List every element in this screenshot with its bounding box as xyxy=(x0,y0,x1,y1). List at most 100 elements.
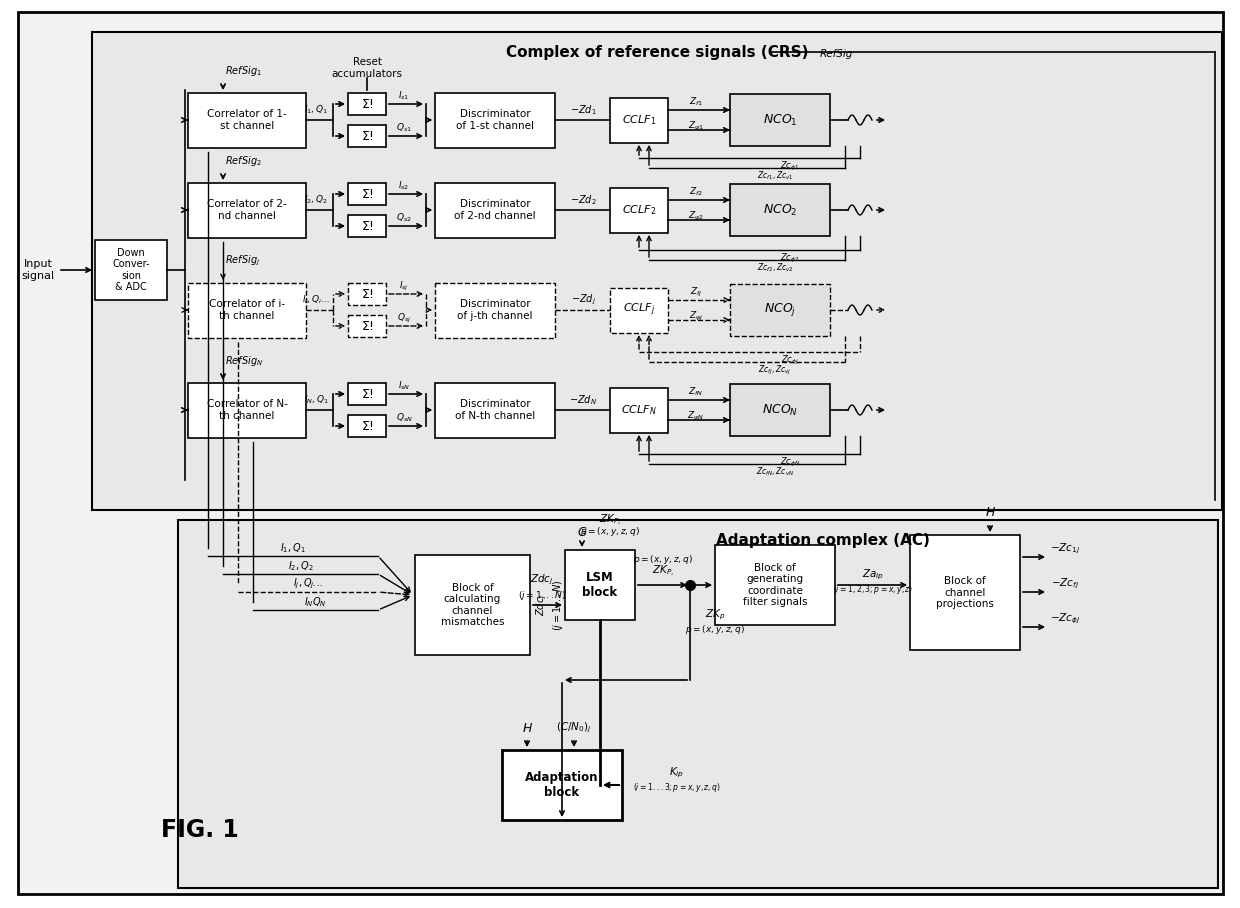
Text: Input
signal: Input signal xyxy=(21,259,55,281)
Text: $I_2,Q_2$: $I_2,Q_2$ xyxy=(288,559,314,573)
Text: $(i=1,2,3;p=x,y,z)$: $(i=1,2,3;p=x,y,z)$ xyxy=(833,583,913,596)
Text: Discriminator
of 2-nd channel: Discriminator of 2-nd channel xyxy=(454,199,536,221)
Text: $RefSig_N$: $RefSig_N$ xyxy=(224,354,263,368)
Text: $Q_{sj}$: $Q_{sj}$ xyxy=(397,311,412,324)
Bar xyxy=(415,555,529,655)
Text: FIG. 1: FIG. 1 xyxy=(161,818,239,842)
Text: $\Sigma$!: $\Sigma$! xyxy=(361,388,373,400)
Text: $-Zc_{1j}$: $-Zc_{1j}$ xyxy=(1050,542,1080,557)
Text: Block of
generating
coordinate
filter signals: Block of generating coordinate filter si… xyxy=(743,563,807,607)
Bar xyxy=(910,535,1021,650)
Text: $Zdc_j$: $Zdc_j$ xyxy=(531,573,554,587)
Text: $Z_{f2}$: $Z_{f2}$ xyxy=(689,186,703,198)
Text: $NCO_N$: $NCO_N$ xyxy=(761,402,799,418)
Text: $Q_{sN}$: $Q_{sN}$ xyxy=(396,411,413,424)
Text: $-Zc_{\phi j}$: $-Zc_{\phi j}$ xyxy=(1050,612,1080,627)
Text: $I_1,Q_1$: $I_1,Q_1$ xyxy=(280,541,306,555)
Text: $Zdc_j$
$(j=1...N)$: $Zdc_j$ $(j=1...N)$ xyxy=(534,579,565,631)
Text: $RefSig_1$: $RefSig_1$ xyxy=(224,64,262,78)
Text: $I_{s1}$: $I_{s1}$ xyxy=(398,90,409,103)
Text: $\Sigma$!: $\Sigma$! xyxy=(361,320,373,332)
Bar xyxy=(730,184,830,236)
Text: Block of
channel
projections: Block of channel projections xyxy=(936,576,994,609)
Text: $\Sigma$!: $\Sigma$! xyxy=(361,288,373,301)
Text: $p=(x,y,z,q)$: $p=(x,y,z,q)$ xyxy=(632,552,693,566)
Text: Down
Conver-
sion
& ADC: Down Conver- sion & ADC xyxy=(113,248,150,292)
Text: $I_NQ_N$: $I_NQ_N$ xyxy=(304,595,327,609)
Text: $CCLF_2$: $CCLF_2$ xyxy=(622,203,656,217)
Text: $RefSig_j$: $RefSig_j$ xyxy=(224,254,260,268)
Text: $I_N,Q_1$: $I_N,Q_1$ xyxy=(304,394,329,406)
Text: Correlator of 1-
st channel: Correlator of 1- st channel xyxy=(207,109,286,131)
Bar xyxy=(610,388,668,433)
Text: $Q_{s1}$: $Q_{s1}$ xyxy=(396,122,412,134)
Text: RefSig: RefSig xyxy=(820,49,853,59)
Text: $Zc_{\phi 1}$: $Zc_{\phi 1}$ xyxy=(780,160,800,173)
Text: $-Zd_1$: $-Zd_1$ xyxy=(569,104,596,117)
Bar xyxy=(188,183,306,238)
Text: $NCO_1$: $NCO_1$ xyxy=(763,113,797,127)
Text: $\Sigma$!: $\Sigma$! xyxy=(361,130,373,143)
Text: $Z_{f1}$: $Z_{f1}$ xyxy=(689,95,703,108)
Bar xyxy=(502,750,622,820)
Text: $p=(x,y,z,q)$: $p=(x,y,z,q)$ xyxy=(580,526,640,538)
Text: $\Sigma$!: $\Sigma$! xyxy=(361,187,373,201)
Text: G: G xyxy=(578,526,587,538)
Text: $(i=1...3;p=x,y,z,q)$: $(i=1...3;p=x,y,z,q)$ xyxy=(632,781,720,794)
Text: $I_{s2}$: $I_{s2}$ xyxy=(398,180,409,192)
Bar xyxy=(179,520,1218,888)
Text: Block of
calculating
channel
mismatches: Block of calculating channel mismatches xyxy=(440,583,505,627)
Text: $I_j,Q_j$...: $I_j,Q_j$... xyxy=(293,577,322,591)
Text: Discriminator
of j-th channel: Discriminator of j-th channel xyxy=(458,300,533,321)
Text: $Zc_{fN},Zc_{vN}$: $Zc_{fN},Zc_{vN}$ xyxy=(756,466,794,479)
Bar xyxy=(730,284,830,336)
Bar xyxy=(348,183,386,205)
Text: $I_i,Q_i$...: $I_i,Q_i$... xyxy=(303,294,330,306)
Bar xyxy=(730,94,830,146)
Text: $Z_{\psi 1}$: $Z_{\psi 1}$ xyxy=(688,120,704,133)
Bar xyxy=(610,98,668,143)
Text: $I_{sN}$: $I_{sN}$ xyxy=(398,380,410,392)
Bar xyxy=(348,383,386,405)
Text: $I_{sj}$: $I_{sj}$ xyxy=(399,280,409,292)
Bar xyxy=(435,93,556,148)
Text: $CCLF_N$: $CCLF_N$ xyxy=(621,403,657,417)
Bar xyxy=(95,240,167,300)
Text: $ZK_p$: $ZK_p$ xyxy=(704,607,725,622)
Text: $p=(x,y,z,q)$: $p=(x,y,z,q)$ xyxy=(684,624,745,637)
Text: $CCLF_j$: $CCLF_j$ xyxy=(622,301,655,318)
Text: Adaptation complex (AC): Adaptation complex (AC) xyxy=(715,532,930,548)
Text: $(C/N_0)_j$: $(C/N_0)_j$ xyxy=(557,721,591,735)
Bar xyxy=(348,315,386,337)
Text: $Z_{fN}$: $Z_{fN}$ xyxy=(688,386,703,399)
Text: $ZK_{P,}$: $ZK_{P,}$ xyxy=(652,564,675,578)
Bar xyxy=(730,384,830,436)
Bar xyxy=(435,283,556,338)
Bar xyxy=(435,383,556,438)
Text: $CCLF_1$: $CCLF_1$ xyxy=(621,114,656,127)
Text: H: H xyxy=(986,507,994,519)
Text: Reset
accumulators: Reset accumulators xyxy=(331,57,403,79)
Text: $Za_{ip}$: $Za_{ip}$ xyxy=(862,568,884,582)
Text: $RefSig_2$: $RefSig_2$ xyxy=(224,154,262,168)
Text: Discriminator
of 1-st channel: Discriminator of 1-st channel xyxy=(456,109,534,131)
Text: $-Zd_j$: $-Zd_j$ xyxy=(570,292,595,307)
Text: Complex of reference signals (CRS): Complex of reference signals (CRS) xyxy=(506,44,808,60)
Text: $\Sigma$!: $\Sigma$! xyxy=(361,220,373,232)
Text: Correlator of N-
th channel: Correlator of N- th channel xyxy=(207,400,288,420)
Text: $\Sigma$!: $\Sigma$! xyxy=(361,419,373,432)
Text: $Z_{\psi j}$: $Z_{\psi j}$ xyxy=(689,310,703,322)
Text: Adaptation
block: Adaptation block xyxy=(526,771,599,799)
Bar xyxy=(348,125,386,147)
Bar xyxy=(610,188,668,233)
Text: $K_{ip}$: $K_{ip}$ xyxy=(670,765,684,780)
Bar xyxy=(435,183,556,238)
Bar xyxy=(188,383,306,438)
Text: $(j=1...N)$: $(j=1...N)$ xyxy=(518,588,565,601)
Text: LSM
block: LSM block xyxy=(583,571,618,599)
Text: $ZK_{P,}$: $ZK_{P,}$ xyxy=(599,512,621,528)
Bar xyxy=(348,215,386,237)
Text: $-Zc_{fj}$: $-Zc_{fj}$ xyxy=(1052,577,1079,591)
Text: Correlator of 2-
nd channel: Correlator of 2- nd channel xyxy=(207,199,286,221)
Bar xyxy=(565,550,635,620)
